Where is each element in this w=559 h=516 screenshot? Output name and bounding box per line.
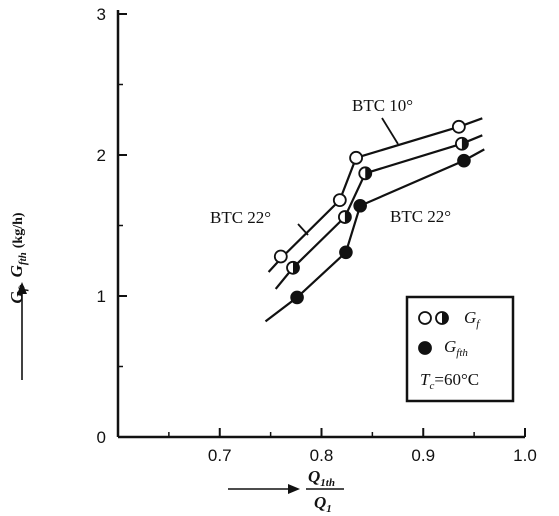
legend-filled-circle-icon bbox=[418, 341, 432, 355]
btc22-left-leader bbox=[297, 223, 309, 236]
y-tick-label-1: 1 bbox=[97, 287, 106, 306]
point-open-circle-3 bbox=[451, 119, 466, 134]
point-half-circle-1 bbox=[338, 210, 352, 224]
y-axis-label: Gf,Gfth(kg/h) bbox=[7, 212, 29, 303]
series-line-half-circle bbox=[274, 134, 483, 290]
point-half-circle-0 bbox=[286, 260, 300, 275]
point-filled-circle-1 bbox=[339, 245, 353, 260]
axis-tick-labels: 0.7 0.8 0.9 1.0 0 1 2 3 bbox=[97, 5, 537, 465]
legend-gfth-label: Gfth bbox=[444, 337, 468, 359]
x-tick-label-1: 0.8 bbox=[310, 446, 334, 465]
svg-text:Gf,Gfth(kg/h): Gf,Gfth(kg/h) bbox=[7, 212, 29, 303]
series-line-open-circle bbox=[267, 117, 483, 273]
btc10-leader bbox=[381, 117, 399, 145]
annotation-btc22-left: BTC 22° bbox=[210, 208, 271, 227]
point-filled-circle-0 bbox=[290, 290, 304, 305]
point-half-circle-2 bbox=[358, 166, 373, 181]
point-open-circle-2 bbox=[349, 150, 363, 165]
y-axis-arrow-icon bbox=[17, 282, 27, 294]
point-filled-circle-3 bbox=[457, 153, 471, 168]
svg-text:Q1: Q1 bbox=[314, 493, 332, 515]
legend-gf-label: Gf bbox=[464, 308, 481, 330]
x-axis-arrow-icon bbox=[288, 484, 300, 494]
y-tick-label-0: 0 bbox=[97, 428, 106, 447]
annotation-btc22-right: BTC 22° bbox=[390, 207, 451, 226]
x-axis-label: Q1th Q1 bbox=[306, 467, 344, 515]
axis-ticks bbox=[118, 13, 526, 438]
x-tick-label-3: 1.0 bbox=[513, 446, 537, 465]
legend-open-circle-icon bbox=[418, 311, 432, 325]
annotation-btc10: BTC 10° bbox=[352, 96, 413, 115]
series-points bbox=[273, 119, 471, 305]
legend-tc-label: Tc=60°C bbox=[420, 370, 479, 392]
point-open-circle-1 bbox=[332, 193, 347, 208]
y-tick-label-3: 3 bbox=[97, 5, 106, 24]
x-tick-label-2: 0.9 bbox=[411, 446, 435, 465]
svg-text:Q1th: Q1th bbox=[308, 467, 335, 489]
point-open-circle-0 bbox=[273, 249, 288, 264]
legend: Gf Gfth Tc=60°C bbox=[405, 295, 515, 403]
point-filled-circle-2 bbox=[353, 198, 367, 213]
point-half-circle-3 bbox=[455, 136, 469, 151]
x-tick-label-0: 0.7 bbox=[208, 446, 232, 465]
legend-half-circle-icon-fill bbox=[442, 312, 448, 324]
y-tick-label-2: 2 bbox=[97, 146, 106, 165]
